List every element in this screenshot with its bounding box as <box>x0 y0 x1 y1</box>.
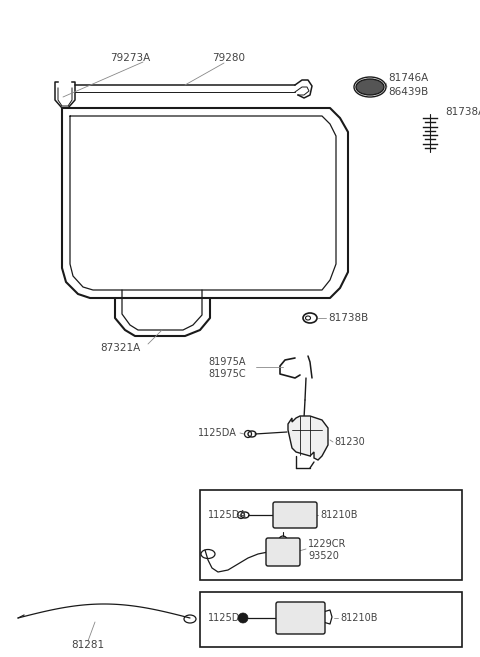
Text: 81746A: 81746A <box>388 73 428 83</box>
Circle shape <box>238 613 248 623</box>
Text: 81230: 81230 <box>334 437 365 447</box>
Text: 81975A: 81975A <box>208 357 245 367</box>
Bar <box>200 490 462 580</box>
Text: 1125DA: 1125DA <box>208 510 247 520</box>
Text: 87321A: 87321A <box>100 343 140 353</box>
Text: 1125DA: 1125DA <box>208 613 247 623</box>
Text: 93520: 93520 <box>308 551 339 561</box>
Ellipse shape <box>356 79 384 95</box>
Polygon shape <box>288 416 328 460</box>
FancyBboxPatch shape <box>276 602 325 634</box>
Text: 81210B: 81210B <box>340 613 377 623</box>
Text: 86439B: 86439B <box>388 87 428 97</box>
Text: 81738B: 81738B <box>328 313 368 323</box>
Text: 1125DA: 1125DA <box>198 428 237 438</box>
Bar <box>200 592 462 647</box>
FancyBboxPatch shape <box>266 538 300 566</box>
Text: 81975C: 81975C <box>208 369 246 379</box>
Text: 81210B: 81210B <box>320 510 358 520</box>
Text: 81738A: 81738A <box>445 107 480 117</box>
Text: 1229CR: 1229CR <box>308 539 347 549</box>
FancyBboxPatch shape <box>273 502 317 528</box>
Text: 79280: 79280 <box>212 53 245 63</box>
Text: 81281: 81281 <box>72 640 105 650</box>
Text: 79273A: 79273A <box>110 53 150 63</box>
